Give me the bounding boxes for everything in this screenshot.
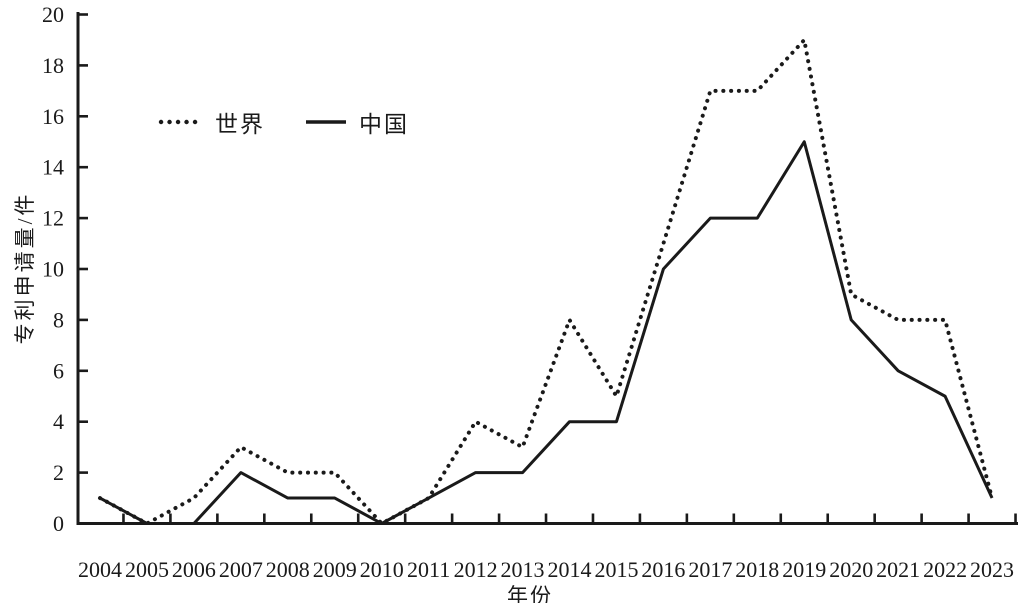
x-tick-label: 2016 xyxy=(641,557,685,582)
legend-item-china: 中国 xyxy=(305,105,409,139)
series-line-world xyxy=(98,37,995,526)
x-tick-label: 2017 xyxy=(688,557,732,582)
y-tick-label: 18 xyxy=(42,53,64,78)
y-tick-label: 2 xyxy=(53,460,64,485)
x-tick-label: 2013 xyxy=(501,557,545,582)
x-tick-label: 2010 xyxy=(360,557,404,582)
y-tick-label: 14 xyxy=(42,155,64,180)
y-tick-label: 10 xyxy=(42,257,64,282)
y-tick-label: 16 xyxy=(42,104,64,129)
x-tick-label: 2022 xyxy=(923,557,967,582)
legend-label-china: 中国 xyxy=(359,112,409,137)
y-axis-label: 专利申请量/件 xyxy=(13,191,37,345)
y-tick-label: 4 xyxy=(53,409,64,434)
y-tick-label: 6 xyxy=(53,358,64,383)
y-tick-label: 12 xyxy=(42,206,64,231)
world-dotted-line-swatch xyxy=(158,119,203,125)
y-tick-label: 0 xyxy=(53,511,64,536)
x-tick-label: 2007 xyxy=(219,557,263,582)
x-tick-label: 2021 xyxy=(876,557,920,582)
y-tick-label: 20 xyxy=(42,2,64,27)
x-tick-label: 2011 xyxy=(407,557,450,582)
x-tick-label: 2008 xyxy=(266,557,310,582)
x-tick-label: 2009 xyxy=(313,557,357,582)
legend-item-world: 世界 xyxy=(157,105,265,139)
x-tick-label: 2004 xyxy=(78,557,122,582)
x-tick-label: 2012 xyxy=(454,557,498,582)
china-solid-line-swatch xyxy=(306,120,346,124)
y-tick-label: 8 xyxy=(53,307,64,332)
x-tick-label: 2015 xyxy=(594,557,638,582)
x-tick-label: 2018 xyxy=(735,557,779,582)
x-tick-label: 2006 xyxy=(172,557,216,582)
x-tick-label: 2014 xyxy=(548,557,592,582)
x-tick-label: 2005 xyxy=(125,557,169,582)
x-axis-label: 年份 xyxy=(507,584,553,603)
series-line-china xyxy=(99,140,994,525)
x-tick-label: 2020 xyxy=(829,557,873,582)
legend-label-world: 世界 xyxy=(215,112,265,137)
legend: 世界 中国 xyxy=(157,105,409,139)
x-tick-label: 2019 xyxy=(782,557,826,582)
x-tick-label: 2023 xyxy=(970,557,1014,582)
